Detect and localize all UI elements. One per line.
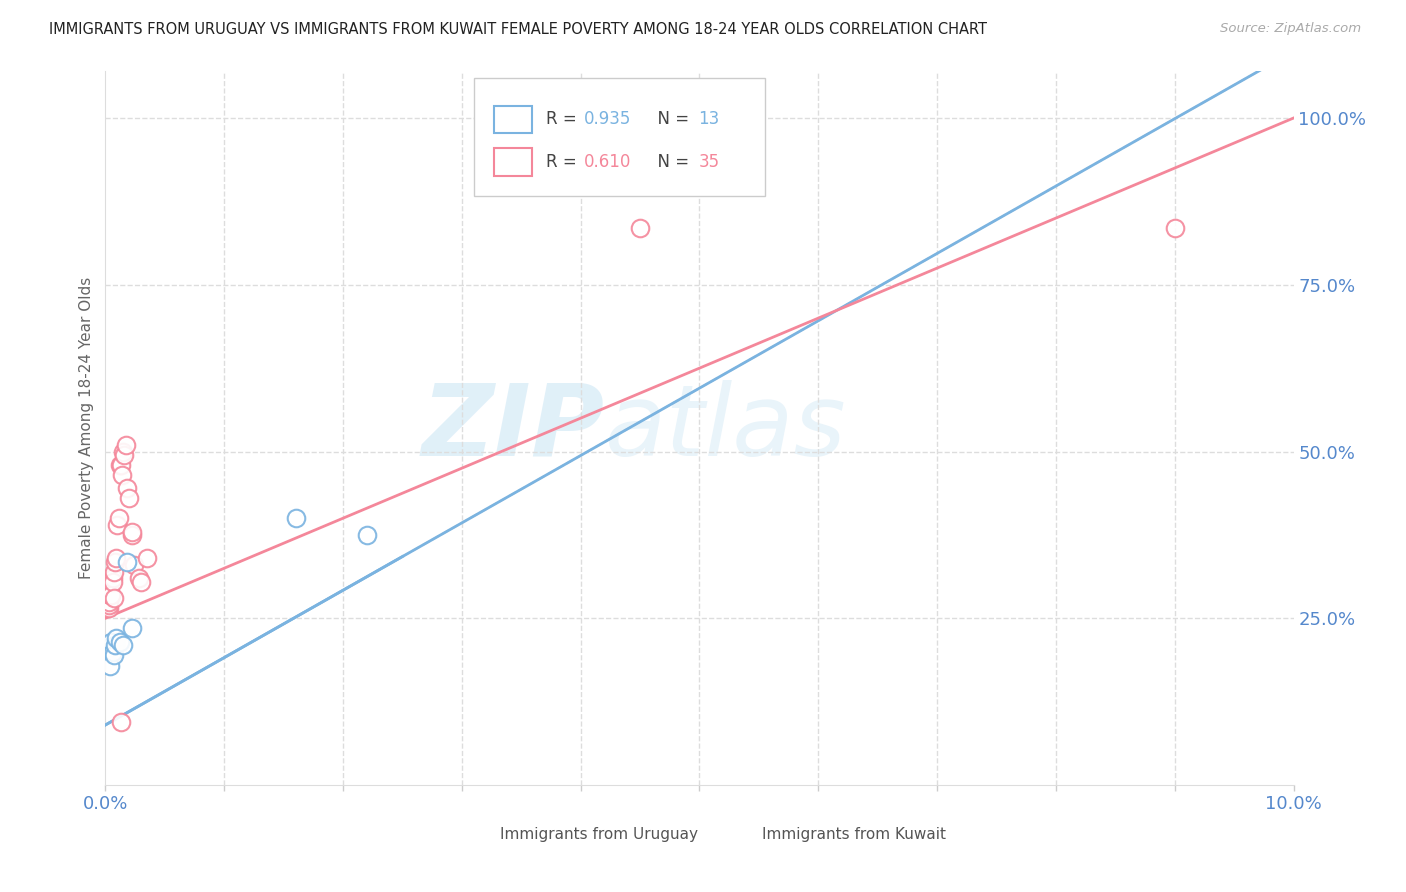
Text: N =: N = [647,153,695,171]
Point [128,571,150,585]
Point [129,574,152,589]
Point [114,438,136,452]
FancyBboxPatch shape [474,78,765,196]
Point [121,621,143,635]
Point [105,517,128,532]
Point [103,648,125,662]
Point [97,598,120,612]
Text: Source: ZipAtlas.com: Source: ZipAtlas.com [1220,22,1361,36]
Point [103,565,125,579]
Point [356,528,378,542]
Point [110,458,132,472]
Point [103,591,125,606]
Point [98,598,121,612]
Point [112,638,135,652]
Point [100,588,122,602]
FancyBboxPatch shape [494,148,531,176]
Text: R =: R = [546,111,582,128]
Point [104,638,127,652]
Point [118,491,141,506]
FancyBboxPatch shape [494,105,531,133]
Point [98,659,121,673]
FancyBboxPatch shape [706,821,751,849]
Text: Immigrants from Uruguay: Immigrants from Uruguay [501,828,697,842]
Point [121,528,143,542]
Point [114,448,136,462]
Text: 0.935: 0.935 [585,111,631,128]
Point [101,571,124,585]
Point [628,221,651,235]
Y-axis label: Female Poverty Among 18-24 Year Olds: Female Poverty Among 18-24 Year Olds [79,277,94,579]
Point [105,551,128,566]
Point [1164,221,1187,235]
Point [98,601,121,615]
Text: 0.610: 0.610 [585,153,631,171]
Point [284,511,307,525]
Point [97,591,120,606]
Text: ZIP: ZIP [422,380,605,476]
Point [111,467,134,482]
Point [96,594,118,608]
Point [136,551,159,566]
Point [98,594,121,608]
Text: 13: 13 [699,111,720,128]
Point [108,458,131,472]
Point [100,634,122,648]
FancyBboxPatch shape [444,821,489,849]
Point [112,444,135,458]
Point [101,644,124,658]
Text: Immigrants from Kuwait: Immigrants from Kuwait [762,828,946,842]
Point [98,588,121,602]
Point [110,714,132,729]
Text: IMMIGRANTS FROM URUGUAY VS IMMIGRANTS FROM KUWAIT FEMALE POVERTY AMONG 18-24 YEA: IMMIGRANTS FROM URUGUAY VS IMMIGRANTS FR… [49,22,987,37]
Point [97,641,120,656]
Text: R =: R = [546,153,582,171]
Point [107,511,129,525]
Text: N =: N = [647,111,695,128]
Point [98,584,121,599]
Text: atlas: atlas [605,380,846,476]
Point [122,558,145,572]
Point [115,481,138,495]
Point [100,588,122,602]
Point [105,632,128,646]
Point [121,524,143,539]
Point [104,555,127,569]
Point [115,555,138,569]
Text: 35: 35 [699,153,720,171]
Point [108,634,131,648]
Point [101,574,124,589]
